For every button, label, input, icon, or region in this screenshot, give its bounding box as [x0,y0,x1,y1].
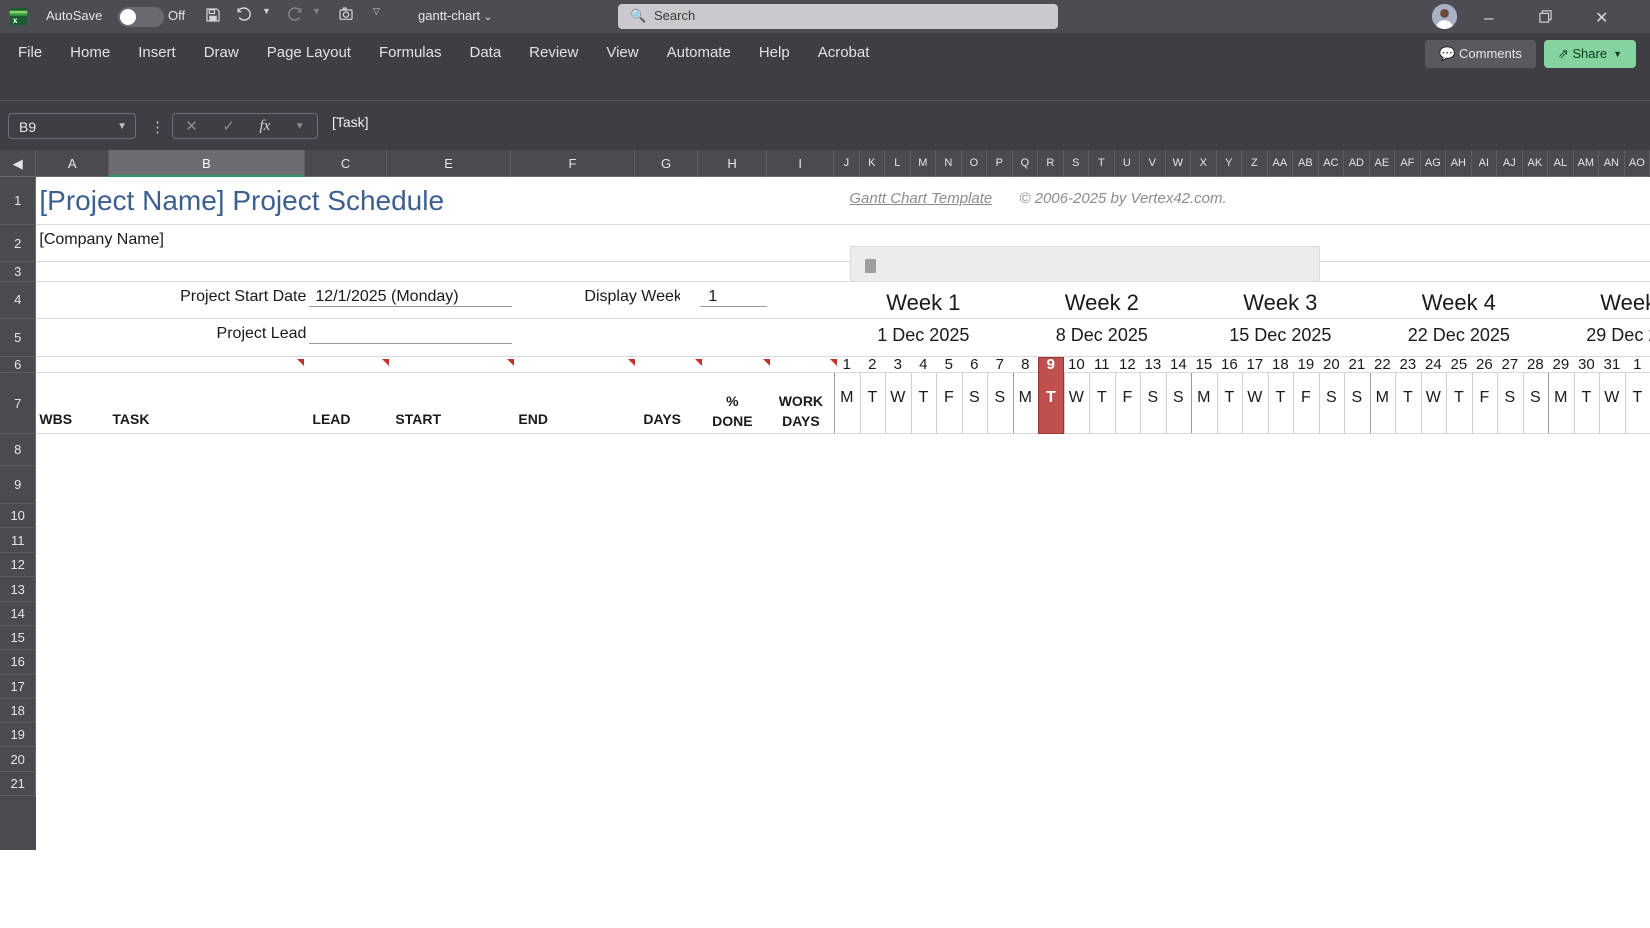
svg-text:x: x [13,15,18,25]
